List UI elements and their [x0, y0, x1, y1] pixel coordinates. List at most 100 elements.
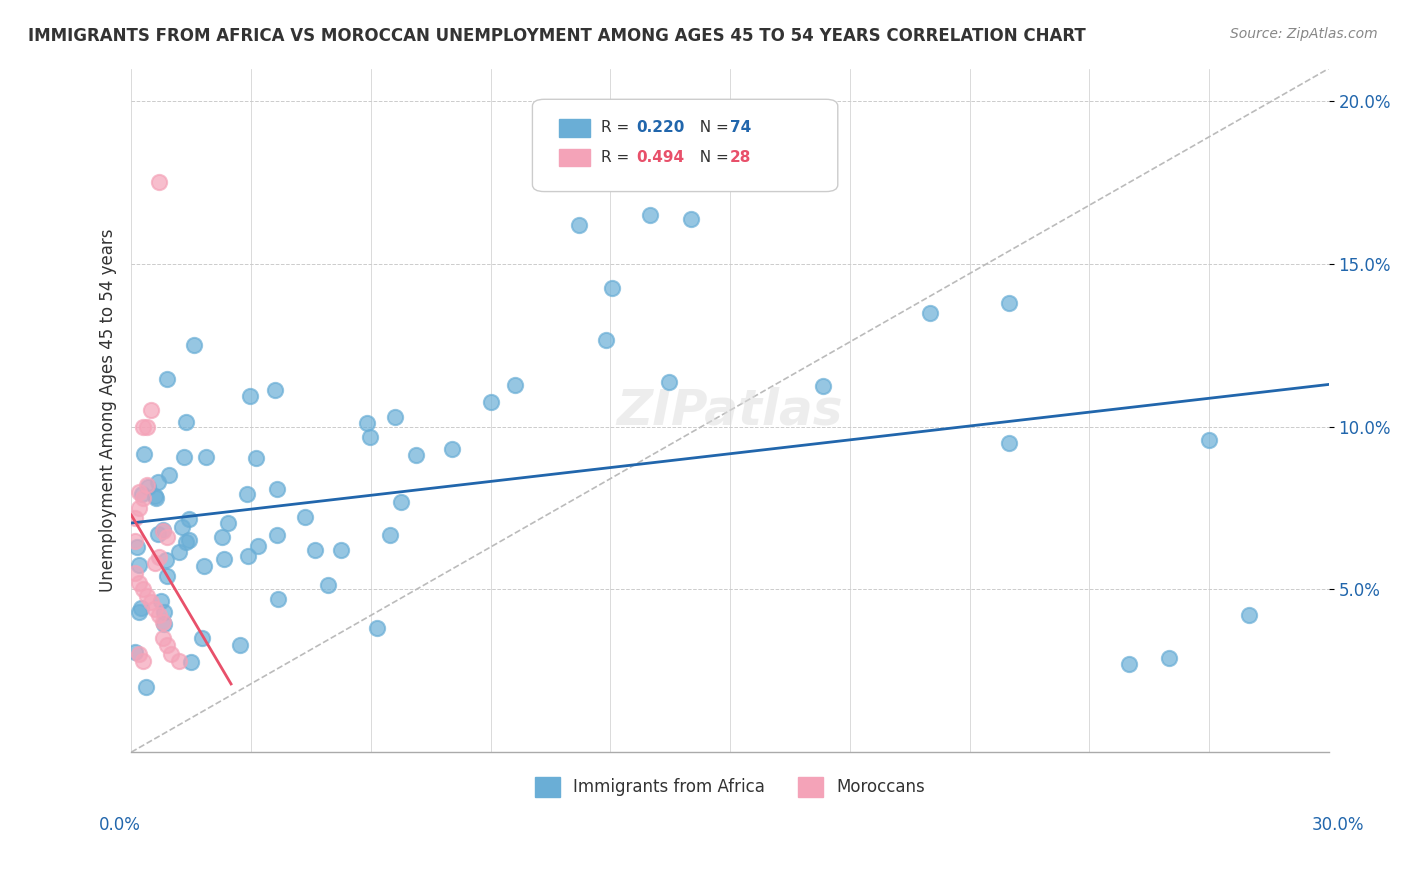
Point	[132, 654, 155, 668]
Text: Source: ZipAtlas.com: Source: ZipAtlas.com	[1230, 27, 1378, 41]
Point	[179, 533, 201, 547]
Point	[211, 530, 233, 544]
Point	[170, 519, 193, 533]
Point	[998, 436, 1021, 450]
Point	[595, 333, 617, 347]
Point	[148, 608, 170, 623]
Point	[174, 415, 197, 429]
Point	[1159, 650, 1181, 665]
Point	[193, 558, 215, 573]
Point	[316, 578, 339, 592]
Point	[148, 527, 170, 541]
Point	[441, 442, 464, 456]
Point	[150, 594, 173, 608]
Point	[267, 592, 290, 607]
Point	[124, 566, 146, 580]
Text: 0.0%: 0.0%	[98, 816, 141, 834]
Point	[1237, 608, 1260, 623]
Point	[132, 582, 155, 597]
Point	[128, 648, 150, 662]
Point	[152, 605, 174, 619]
Point	[148, 176, 170, 190]
FancyBboxPatch shape	[533, 99, 838, 192]
Point	[212, 552, 235, 566]
Point	[246, 539, 269, 553]
Point	[238, 549, 260, 564]
Point	[148, 475, 170, 489]
Point	[389, 495, 412, 509]
Point	[167, 654, 190, 668]
FancyBboxPatch shape	[558, 120, 591, 136]
Point	[568, 218, 591, 232]
Point	[153, 617, 176, 632]
Point	[132, 419, 155, 434]
Point	[479, 395, 502, 409]
Point	[132, 446, 155, 460]
Point	[167, 545, 190, 559]
Point	[195, 450, 218, 464]
Point	[235, 487, 257, 501]
Point	[503, 378, 526, 392]
Point	[143, 557, 166, 571]
Point	[128, 575, 150, 590]
Point	[600, 281, 623, 295]
Point	[156, 372, 179, 386]
Point	[179, 511, 201, 525]
Text: 0.220: 0.220	[637, 120, 685, 136]
Point	[218, 516, 240, 531]
Point	[136, 419, 159, 434]
Point	[229, 638, 252, 652]
Point	[143, 489, 166, 503]
Point	[128, 501, 150, 516]
Point	[156, 568, 179, 582]
Point	[152, 523, 174, 537]
Text: 28: 28	[730, 150, 751, 165]
Point	[183, 338, 205, 352]
Point	[405, 448, 427, 462]
Point	[918, 306, 941, 320]
Point	[156, 638, 179, 652]
Point	[356, 416, 378, 430]
Point	[173, 450, 195, 465]
Point	[180, 656, 202, 670]
Point	[131, 487, 153, 501]
Point	[304, 543, 326, 558]
Text: R =: R =	[600, 150, 634, 165]
Point	[245, 450, 267, 465]
Point	[132, 491, 155, 506]
Point	[176, 535, 198, 549]
Y-axis label: Unemployment Among Ages 45 to 54 years: Unemployment Among Ages 45 to 54 years	[100, 228, 117, 592]
Point	[384, 409, 406, 424]
Point	[125, 540, 148, 554]
Text: 74: 74	[730, 120, 751, 136]
Point	[190, 631, 212, 645]
Point	[1118, 657, 1140, 672]
Point	[658, 375, 681, 389]
Point	[124, 533, 146, 548]
Text: ZIPatlas: ZIPatlas	[617, 386, 844, 434]
Point	[813, 379, 835, 393]
Point	[266, 528, 288, 542]
Point	[378, 527, 401, 541]
Point	[136, 589, 159, 603]
Point	[679, 212, 702, 227]
Text: N =: N =	[690, 120, 734, 136]
Point	[239, 389, 262, 403]
Point	[152, 631, 174, 645]
Text: 30.0%: 30.0%	[1312, 816, 1364, 834]
Point	[1198, 433, 1220, 447]
Point	[141, 403, 163, 417]
Point	[157, 467, 180, 482]
Point	[638, 208, 661, 222]
Text: R =: R =	[600, 120, 634, 136]
Point	[128, 558, 150, 572]
Point	[263, 384, 285, 398]
Point	[156, 530, 179, 544]
Point	[135, 680, 157, 694]
Text: IMMIGRANTS FROM AFRICA VS MOROCCAN UNEMPLOYMENT AMONG AGES 45 TO 54 YEARS CORREL: IMMIGRANTS FROM AFRICA VS MOROCCAN UNEMP…	[28, 27, 1085, 45]
Point	[129, 601, 152, 615]
Point	[366, 621, 388, 635]
Text: N =: N =	[690, 150, 734, 165]
Point	[152, 524, 174, 538]
Point	[136, 478, 159, 492]
